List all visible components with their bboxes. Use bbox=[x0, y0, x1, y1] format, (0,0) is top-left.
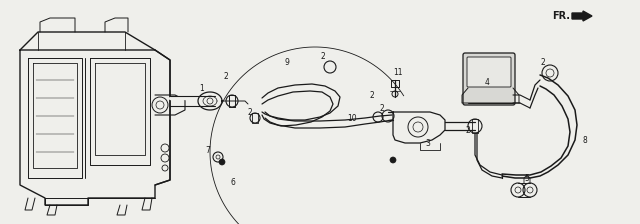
FancyArrow shape bbox=[572, 11, 592, 21]
Text: 10: 10 bbox=[347, 114, 357, 123]
Text: 3: 3 bbox=[426, 138, 431, 147]
Text: 6: 6 bbox=[230, 177, 236, 187]
Text: 2: 2 bbox=[370, 90, 374, 99]
FancyBboxPatch shape bbox=[467, 57, 511, 87]
Circle shape bbox=[219, 159, 225, 165]
Text: 9: 9 bbox=[285, 58, 289, 67]
Text: 11: 11 bbox=[393, 67, 403, 77]
Text: 2: 2 bbox=[248, 108, 252, 116]
Text: 2: 2 bbox=[541, 58, 545, 67]
Text: 2: 2 bbox=[380, 103, 385, 112]
Text: 7: 7 bbox=[205, 146, 211, 155]
Text: 2: 2 bbox=[223, 71, 228, 80]
Text: 5: 5 bbox=[525, 174, 529, 183]
Text: 4: 4 bbox=[484, 78, 490, 86]
Text: 1: 1 bbox=[200, 84, 204, 93]
Text: 2: 2 bbox=[321, 52, 325, 60]
Text: 8: 8 bbox=[582, 136, 588, 144]
FancyBboxPatch shape bbox=[463, 53, 515, 105]
Text: FR.: FR. bbox=[552, 11, 570, 21]
Circle shape bbox=[390, 157, 396, 163]
Text: 2: 2 bbox=[466, 125, 470, 134]
